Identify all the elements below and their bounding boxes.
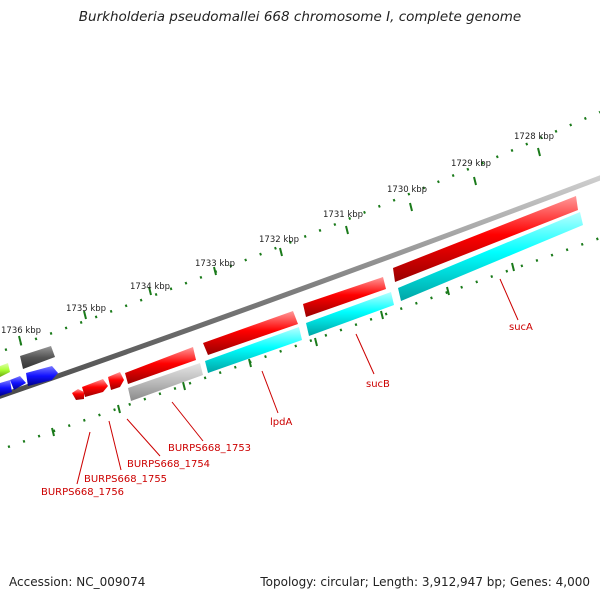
gene-green[interactable]: [0, 363, 10, 377]
gene-label-burps668-1756[interactable]: BURPS668_1756: [41, 487, 124, 498]
gene-suca[interactable]: [393, 196, 578, 282]
inner-tick: [182, 381, 186, 391]
tick-label: 1733 kbp: [195, 259, 235, 269]
gene-reverse-1[interactable]: [398, 212, 583, 301]
left-edge-genes: [0, 346, 58, 396]
inner-tick: [117, 404, 121, 414]
gene-labels: sucA sucB lpdA BURPS668_1753 BURPS668_17…: [41, 278, 533, 498]
gene-burps668-1755[interactable]: [82, 379, 108, 397]
gene-lpda[interactable]: [203, 311, 298, 355]
gene-label-burps668-1753[interactable]: BURPS668_1753: [168, 443, 251, 454]
gene-reverse-2[interactable]: [306, 292, 394, 336]
gene-reverse-3[interactable]: [205, 327, 302, 373]
gene-gray-dark[interactable]: [20, 346, 55, 369]
ruler-tick-1729: 1729 kbp: [451, 159, 491, 186]
gene-label-sucb[interactable]: sucB: [366, 379, 390, 390]
gene-sucb[interactable]: [303, 277, 386, 317]
ruler-tick-1736: 1736 kbp: [1, 326, 41, 345]
inner-tick: [446, 286, 450, 296]
gene-label-burps668-1755[interactable]: BURPS668_1755: [84, 474, 167, 485]
genome-backbone: [0, 175, 600, 399]
tick-label: 1736 kbp: [1, 326, 41, 336]
gene-burps668-1753[interactable]: [125, 347, 196, 384]
gene-blue-2[interactable]: [10, 376, 26, 390]
inner-tick: [314, 337, 318, 347]
forward-genes: [72, 196, 578, 400]
reverse-genes: [128, 212, 583, 401]
tick-label: 1730 kbp: [387, 185, 427, 195]
tick-label: 1734 kbp: [130, 282, 170, 292]
map-title: Burkholderia pseudomallei 668 chromosome…: [78, 9, 522, 25]
tick-label: 1728 kbp: [514, 132, 554, 142]
gene-blue-1[interactable]: [26, 366, 58, 386]
ruler-tick-1732: 1732 kbp: [259, 235, 299, 257]
inner-ruler: [7, 236, 600, 449]
gene-label-suca[interactable]: sucA: [509, 322, 533, 333]
gene-label-lpda[interactable]: lpdA: [270, 417, 292, 428]
tick-label: 1732 kbp: [259, 235, 299, 245]
outer-ruler: 1728 kbp 1729 kbp 1730 kbp 1731 kbp 1732…: [1, 110, 600, 352]
ruler-tick-1735: 1735 kbp: [66, 304, 106, 320]
ruler-tick-1728: 1728 kbp: [514, 132, 554, 157]
gene-label-burps668-1754[interactable]: BURPS668_1754: [127, 459, 210, 470]
tick-label: 1729 kbp: [451, 159, 491, 169]
topology-summary: Topology: circular; Length: 3,912,947 bp…: [260, 575, 590, 589]
ruler-tick-1730: 1730 kbp: [387, 185, 427, 212]
inner-ruler-dots: [7, 236, 600, 449]
ruler-tick-1731: 1731 kbp: [323, 210, 363, 235]
gene-burps668-1754[interactable]: [108, 372, 124, 390]
inner-tick: [511, 262, 515, 272]
tick-label: 1731 kbp: [323, 210, 363, 220]
ruler-tick-1733: 1733 kbp: [195, 259, 235, 276]
inner-tick: [380, 310, 384, 320]
inner-tick: [248, 358, 252, 368]
tick-label: 1735 kbp: [66, 304, 106, 314]
gene-blue-3[interactable]: [0, 380, 12, 396]
inner-tick: [51, 427, 55, 437]
accession-text: Accession: NC_009074: [9, 575, 146, 589]
gene-reverse-pseudo[interactable]: [128, 363, 203, 401]
gene-burps668-1756[interactable]: [72, 389, 84, 400]
ruler-tick-1734: 1734 kbp: [130, 282, 170, 296]
